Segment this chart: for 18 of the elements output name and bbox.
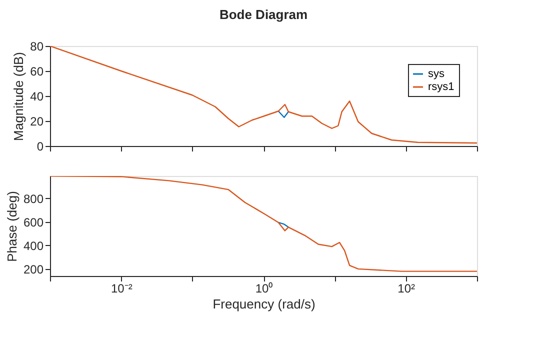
y-axis-title: Phase (deg)	[4, 191, 20, 262]
x-axis-title: Frequency (rad/s)	[212, 296, 316, 312]
y-tick-label: 40	[30, 90, 44, 104]
chart-title: Bode Diagram	[219, 7, 308, 22]
y-tick-label: 0	[36, 140, 44, 154]
legend-label: sys	[428, 68, 445, 80]
x-tick-label: 10⁻²	[110, 282, 132, 296]
y-axis-title: Magnitude (dB)	[11, 52, 26, 141]
x-tick-label: 10⁰	[255, 282, 273, 296]
legend-label: rsys1	[428, 81, 454, 93]
y-tick-label: 60	[30, 64, 44, 78]
y-tick-label: 20	[30, 114, 44, 128]
y-tick-label: 600	[23, 215, 44, 230]
x-tick-label: 10²	[398, 282, 416, 296]
y-tick-label: 200	[23, 262, 44, 276]
y-tick-label: 800	[23, 192, 44, 206]
y-tick-label: 80	[30, 40, 44, 54]
y-tick-label: 400	[23, 238, 44, 253]
